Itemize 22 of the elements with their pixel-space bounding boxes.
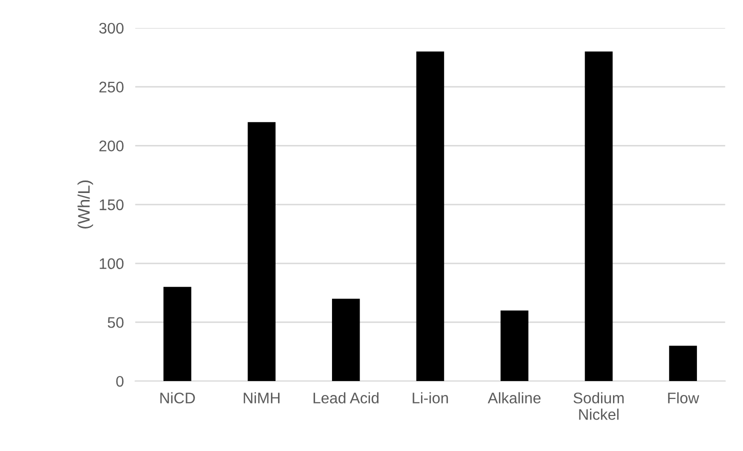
y-tick-label: 200 xyxy=(99,140,124,152)
y-tick-label: 150 xyxy=(100,199,124,210)
y-tick-label: 50 xyxy=(108,317,124,328)
bar xyxy=(584,52,613,382)
bar xyxy=(669,346,697,382)
bar xyxy=(248,122,276,382)
x-tick-label: NiCD xyxy=(160,392,195,404)
x-tick-label: Lead Acid xyxy=(314,392,378,404)
bar xyxy=(500,310,528,382)
y-tick-label: 100 xyxy=(100,258,124,270)
x-tick-label: Sodium Nickel xyxy=(574,392,624,420)
x-tick-label: Alkaline xyxy=(488,392,541,404)
y-axis-title: (Wh/L) xyxy=(78,180,94,228)
x-tick-label: Flow xyxy=(668,392,700,404)
bar xyxy=(163,286,192,382)
y-tick-label: 0 xyxy=(116,376,124,387)
x-tick-label: NiMH xyxy=(244,392,280,404)
y-tick-label: 300 xyxy=(99,22,124,34)
y-tick-label: 250 xyxy=(99,82,124,93)
bar xyxy=(416,52,444,382)
x-tick-label: Li-ion xyxy=(412,392,448,404)
bar xyxy=(332,298,360,382)
